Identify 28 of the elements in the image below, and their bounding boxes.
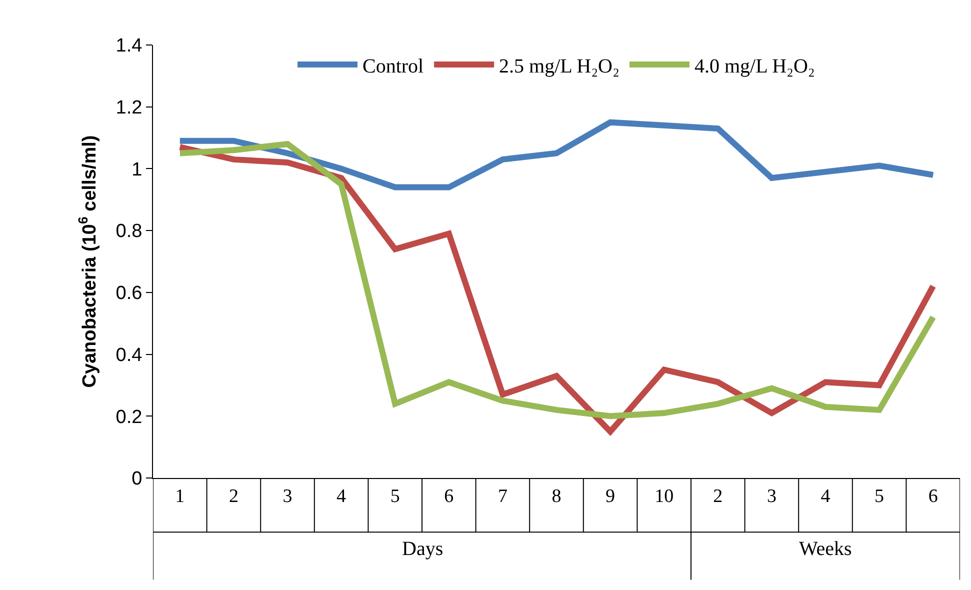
text: Days xyxy=(402,538,444,560)
y-tick-label: 0.6 xyxy=(116,283,142,304)
text: Weeks xyxy=(799,538,852,560)
x-tick-label: 8 xyxy=(552,486,562,507)
x-tick-label: 3 xyxy=(282,486,292,507)
legend-label: 2.5 mg/L H₂O₂ xyxy=(499,55,620,78)
x-tick-label: 1 xyxy=(175,486,185,507)
x-tick-label: 6 xyxy=(928,486,938,507)
x-tick-label: 4 xyxy=(336,486,347,507)
y-tick-label: 1.4 xyxy=(116,36,143,57)
x-tick-label: 5 xyxy=(390,486,400,507)
y-tick-label: 0.8 xyxy=(116,221,142,242)
x-tick-label: 10 xyxy=(654,486,674,507)
x-tick-label: 9 xyxy=(606,486,616,507)
legend-label: Control xyxy=(362,55,424,78)
y-tick-label: 0.4 xyxy=(116,344,143,366)
y-tick-label: 0.2 xyxy=(116,406,142,428)
y-tick-label: 0 xyxy=(132,468,142,490)
y-tick-label: 1.2 xyxy=(116,98,142,119)
x-tick-label: 2 xyxy=(713,486,723,507)
x-tick-label: 5 xyxy=(874,486,884,507)
legend-label: 4.0 mg/L H₂O₂ xyxy=(694,55,815,78)
x-tick-label: 2 xyxy=(228,486,238,507)
x-tick-label: 4 xyxy=(820,486,831,507)
x-tick-label: 7 xyxy=(498,486,508,507)
x-tick-label: 6 xyxy=(444,486,454,507)
x-tick-label: 3 xyxy=(766,486,776,507)
y-tick-label: 1 xyxy=(132,159,142,180)
